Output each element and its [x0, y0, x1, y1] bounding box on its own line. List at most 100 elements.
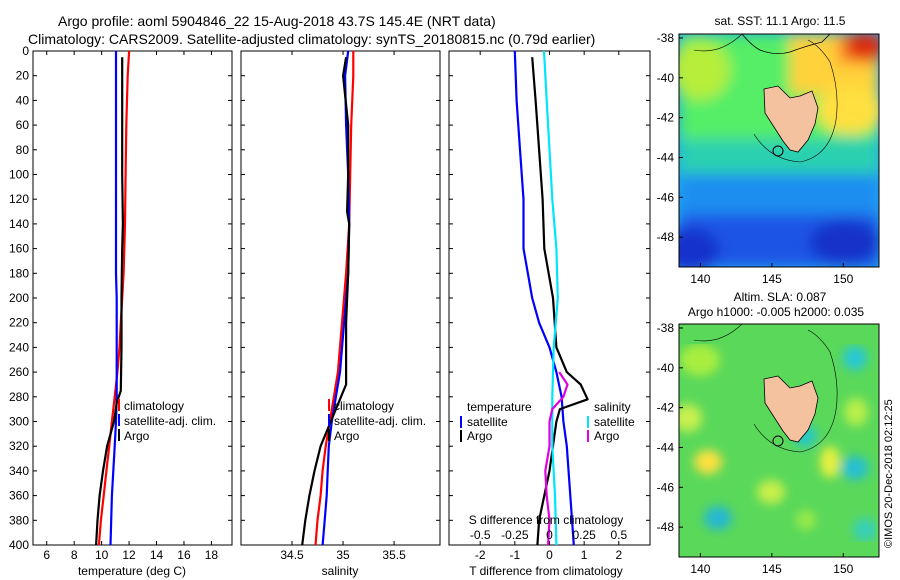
map-lat-label: -48	[657, 230, 675, 244]
difference-x-ticks: -2 -1 0 1 2	[475, 548, 623, 562]
legend-label-argo: Argo	[124, 429, 150, 443]
depth-tick-label: 140	[9, 217, 29, 231]
map-lat-label: -46	[657, 480, 675, 494]
x-tick-label: 0	[546, 548, 553, 562]
depth-tick-label: 40	[16, 93, 30, 107]
salinity-legend: climatology satellite-adj. clim. Argo	[328, 399, 426, 443]
x-tick-label: 6	[43, 548, 50, 562]
x-tick-label: -1	[510, 548, 521, 562]
sla-profile-marker	[772, 435, 784, 447]
depth-tick-label: 180	[9, 266, 29, 280]
sla-map	[679, 324, 879, 557]
legend-label-t-satellite: satellite	[467, 415, 508, 429]
x-tick-label: 18	[205, 548, 219, 562]
legend-label-climatology: climatology	[124, 399, 184, 413]
temperature-series	[95, 51, 131, 545]
series-line-climatology	[97, 51, 131, 545]
x-tick-label: 14	[150, 548, 164, 562]
legend-swatch-argo	[328, 429, 330, 441]
legend-label-climatology: climatology	[334, 399, 394, 413]
x-tick-label: 35	[336, 548, 350, 562]
s-diff-tick-label: 0.5	[610, 528, 627, 542]
sst-map-x-ticks: 140 145 150	[690, 263, 854, 286]
x-tick-label: 2	[615, 548, 622, 562]
difference-top-label: S difference from climatology	[469, 513, 624, 527]
series-line-satellite-adj-clim-	[321, 51, 351, 545]
s-diff-tick-label: -0.5	[470, 528, 491, 542]
difference-top-ticks: -0.5 -0.25 0 0.25 0.5	[470, 528, 628, 542]
sst-map	[679, 34, 879, 267]
x-tick-label: 12	[122, 548, 136, 562]
legend-swatch-satellite	[118, 414, 120, 426]
sla-map-x-ticks: 140 145 150	[690, 553, 854, 576]
legend-swatch-argo	[118, 429, 120, 441]
series-line-climatology	[314, 51, 355, 545]
difference-legend: temperature satellite Argo salinity sate…	[460, 400, 635, 443]
x-tick-label: 8	[71, 548, 78, 562]
sst-map-title: sat. SST: 11.1 Argo: 11.5	[715, 14, 846, 28]
difference-x-label: T difference from climatology	[469, 564, 623, 578]
series-line-t-argo	[531, 57, 589, 545]
series-line-argo	[95, 57, 125, 545]
map-lat-label: -42	[657, 401, 675, 415]
temperature-x-label: temperature (deg C)	[78, 564, 186, 578]
sst-profile-marker	[772, 145, 784, 157]
legend-swatch-satellite	[328, 414, 330, 426]
legend-swatch-s-argo	[587, 430, 589, 442]
s-diff-tick-label: 0	[546, 528, 553, 542]
map-lon-label: 145	[762, 562, 782, 576]
salinity-x-ticks: 34.5 35 35.5	[280, 548, 406, 562]
map-lat-label: -40	[657, 71, 675, 85]
map-lat-label: -38	[657, 321, 675, 335]
map-lon-label: 140	[690, 562, 710, 576]
depth-tick-label: 260	[9, 365, 29, 379]
s-diff-tick-label: -0.25	[501, 528, 529, 542]
legend-label-t-argo: Argo	[467, 429, 493, 443]
depth-tick-label: 200	[9, 291, 29, 305]
depth-tick-label: 320	[9, 439, 29, 453]
legend-title-temperature: temperature	[467, 400, 532, 414]
x-tick-label: -2	[475, 548, 486, 562]
depth-tick-label: 340	[9, 464, 29, 478]
depth-tick-label: 60	[16, 118, 30, 132]
sla-map-subtitle: Argo h1000: -0.005 h2000: 0.035	[688, 305, 864, 319]
sst-map-y-ticks: -38 -40 -42 -44 -46 -48	[657, 31, 683, 244]
map-lat-label: -38	[657, 31, 675, 45]
depth-tick-label: 240	[9, 340, 29, 354]
sla-map-title: Altim. SLA: 0.087	[734, 290, 827, 304]
map-lat-label: -44	[657, 150, 675, 164]
temperature-panel	[32, 50, 233, 546]
depth-tick-label: 80	[16, 143, 30, 157]
map-lon-label: 150	[833, 272, 853, 286]
series-line-satellite-adj-clim-	[109, 51, 118, 545]
legend-title-salinity: salinity	[594, 400, 631, 414]
legend-label-s-satellite: satellite	[594, 415, 635, 429]
map-lat-label: -42	[657, 111, 675, 125]
series-line-t-satellite	[513, 51, 575, 545]
depth-tick-label: 380	[9, 513, 29, 527]
legend-label-argo: Argo	[334, 429, 360, 443]
series-line-s-argo	[544, 371, 569, 545]
sla-map-y-ticks: -38 -40 -42 -44 -46 -48	[657, 321, 683, 534]
imos-credit: ©IMOS 20-Dec-2018 02:12:25	[883, 399, 895, 548]
legend-swatch-s-satellite	[587, 416, 589, 428]
sla-map-frame	[678, 323, 880, 558]
x-tick-label: 16	[177, 548, 191, 562]
map-lon-label: 150	[833, 562, 853, 576]
series-line-argo	[301, 57, 351, 545]
x-tick-label: 35.5	[382, 548, 406, 562]
s-diff-tick-label: 0.25	[572, 528, 596, 542]
legend-label-s-argo: Argo	[594, 429, 620, 443]
depth-tick-label: 280	[9, 390, 29, 404]
temperature-legend: climatology satellite-adj. clim. Argo	[118, 399, 216, 443]
legend-label-satellite: satellite-adj. clim.	[334, 414, 426, 428]
title-line-2: Climatology: CARS2009. Satellite-adjuste…	[28, 31, 595, 47]
map-lat-label: -44	[657, 440, 675, 454]
salinity-panel	[240, 50, 441, 546]
legend-label-satellite: satellite-adj. clim.	[124, 414, 216, 428]
map-lon-label: 145	[762, 272, 782, 286]
panel-ticks	[33, 50, 650, 546]
difference-series	[513, 51, 589, 545]
legend-swatch-t-satellite	[460, 416, 462, 428]
